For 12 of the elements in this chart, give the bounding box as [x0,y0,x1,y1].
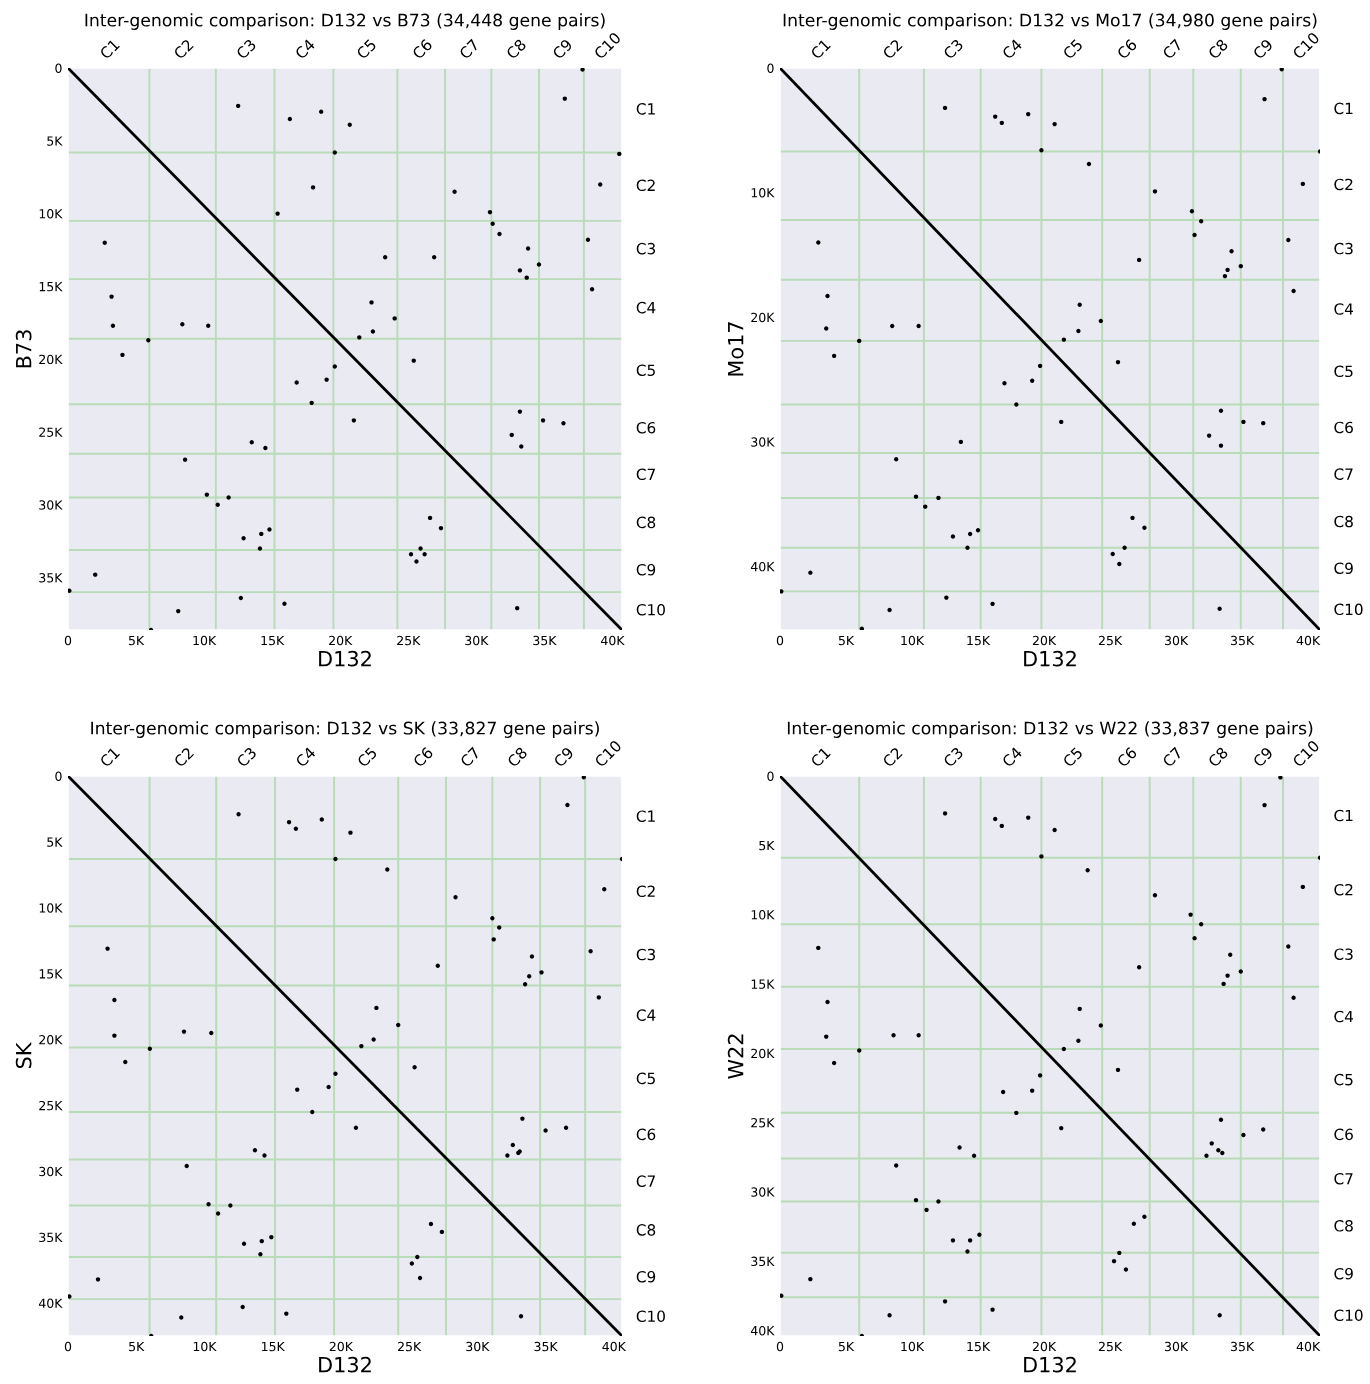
x-axis-title: D132 [319,650,371,667]
y-axis-title: Mo17 [728,322,744,376]
x-axis-title: D132 [319,1356,371,1373]
x-axis-title: D132 [1024,650,1076,667]
chart-title: Inter-genomic comparison: D132 vs Mo17 (34,980 gene pairs) [783,13,1317,30]
y-axis-title: SK [15,1042,32,1069]
y-axis-title: W22 [727,1034,744,1079]
chart-title: Inter-genomic comparison: D132 vs B73 (34,448 gene pairs) [85,13,605,30]
x-axis-title: D132 [1024,1356,1076,1373]
chart-title: Inter-genomic comparison: D132 vs W22 (33,837 gene pairs) [787,721,1313,738]
chart-title: Inter-genomic comparison: D132 vs SK (33,827 gene pairs) [91,721,599,738]
y-axis-title: B73 [15,330,32,368]
